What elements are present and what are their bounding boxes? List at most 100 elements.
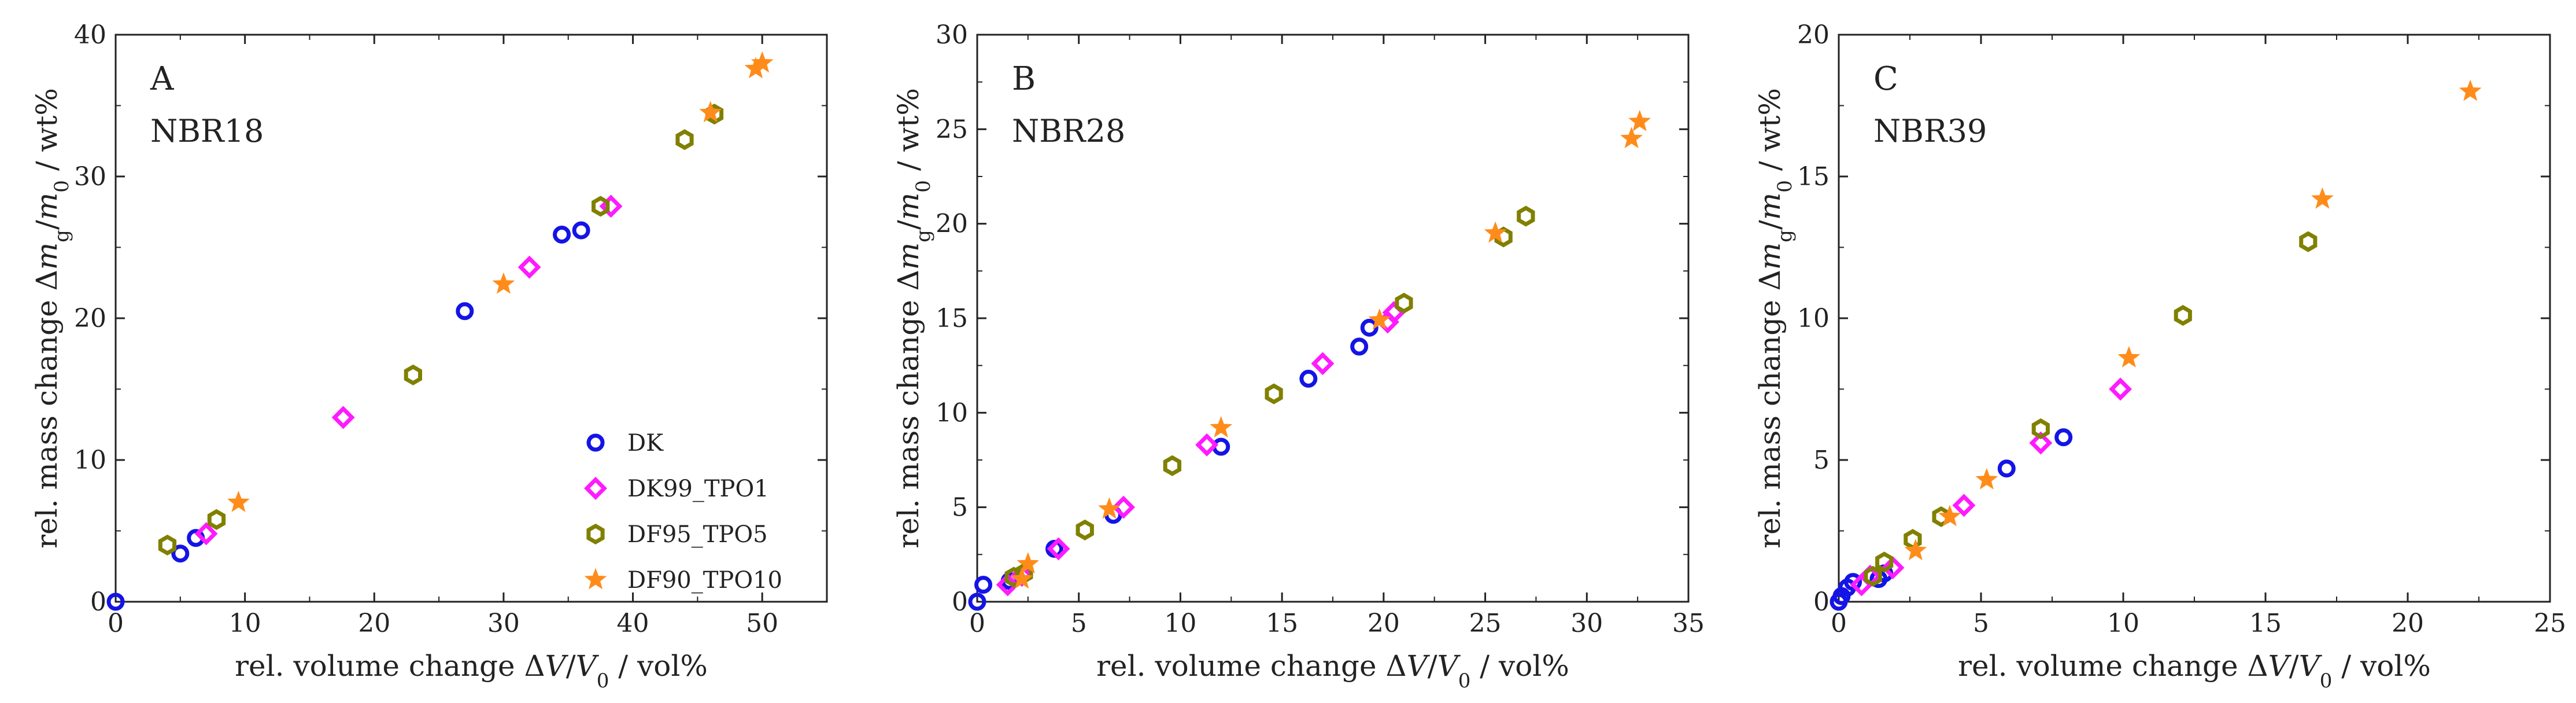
data-point xyxy=(2054,428,2073,447)
series-dk99-tpo1 xyxy=(194,194,623,546)
data-point xyxy=(572,221,590,240)
legend-marker xyxy=(584,568,607,590)
y-tick-label: 10 xyxy=(936,398,968,428)
x-tick-label: 10 xyxy=(1164,609,1196,638)
panel-title: NBR39 xyxy=(1873,113,1987,149)
y-tick-label: 20 xyxy=(74,304,106,333)
legend: DK DK99_TPO1 DF95_TPO5 DF90_TPO10 xyxy=(584,430,782,594)
y-tick-label: 40 xyxy=(74,20,106,50)
chart-panel-a: 0 10 20 30 40 50 0 10 20 30 40 rel. volume change Δ… xyxy=(30,20,828,693)
x-tick-label: 25 xyxy=(2534,609,2566,638)
data-point xyxy=(331,406,355,429)
data-point xyxy=(194,522,218,546)
data-point xyxy=(492,272,515,294)
x-tick-label: 50 xyxy=(746,609,778,638)
panel-letter: C xyxy=(1873,60,1898,98)
series-df95-tpo5 xyxy=(1864,231,2318,587)
y-tick-label: 5 xyxy=(1813,446,1830,475)
y-axis-label: rel. mass change Δmg/m0 / wt% xyxy=(30,88,73,549)
data-point xyxy=(599,194,623,218)
data-point xyxy=(1620,127,1643,149)
y-tick-label: 10 xyxy=(1797,304,1830,333)
data-point xyxy=(404,364,422,386)
y-tick-label: 30 xyxy=(936,20,968,50)
legend-label: DF95_TPO5 xyxy=(627,521,768,548)
series-df90-tpo10 xyxy=(227,51,774,513)
x-tick-label: 30 xyxy=(487,609,520,638)
legend-label: DK xyxy=(627,430,664,457)
data-point xyxy=(1311,352,1335,376)
series-df90-tpo10 xyxy=(1010,109,1651,589)
x-tick-label: 5 xyxy=(1071,609,1087,638)
series-df90-tpo10 xyxy=(1904,79,2482,561)
legend-label: DK99_TPO1 xyxy=(627,476,769,502)
data-point xyxy=(1952,494,1976,517)
data-point xyxy=(158,534,177,556)
panel-letter: A xyxy=(150,60,174,98)
x-tick-label: 0 xyxy=(108,609,124,638)
data-point xyxy=(227,491,250,513)
series-df95-tpo5 xyxy=(158,104,724,556)
x-axis-label: rel. volume change ΔV/V0 / vol% xyxy=(1958,649,2431,693)
x-tick-label: 5 xyxy=(1973,609,1989,638)
series-df95-tpo5 xyxy=(1004,205,1535,588)
x-axis-label: rel. volume change ΔV/V0 / vol% xyxy=(235,649,708,693)
data-point xyxy=(751,51,774,73)
x-tick-label: 15 xyxy=(1266,609,1298,638)
data-point xyxy=(1265,383,1283,404)
panel-letter: B xyxy=(1012,60,1036,98)
data-point xyxy=(1076,519,1094,540)
data-point xyxy=(1864,565,1882,587)
x-tick-label: 15 xyxy=(2249,609,2282,638)
data-point xyxy=(456,302,474,321)
data-point xyxy=(553,225,571,244)
y-axis-label: rel. mass change Δmg/m0 / wt% xyxy=(892,88,935,549)
data-point xyxy=(2031,418,2050,440)
data-point xyxy=(1047,537,1070,561)
x-tick-label: 20 xyxy=(1368,609,1400,638)
x-tick-label: 0 xyxy=(1831,609,1847,638)
data-point xyxy=(171,544,190,563)
y-tick-label: 0 xyxy=(90,587,106,617)
data-point xyxy=(1484,221,1507,243)
x-tick-label: 10 xyxy=(229,609,261,638)
y-tick-label: 25 xyxy=(936,115,968,144)
data-point xyxy=(1368,308,1391,330)
x-tick-label: 25 xyxy=(1469,609,1502,638)
x-tick-label: 20 xyxy=(2392,609,2424,638)
data-point xyxy=(2109,377,2133,401)
data-point xyxy=(1195,433,1219,457)
x-tick-label: 10 xyxy=(2107,609,2139,638)
data-point xyxy=(1975,468,1998,489)
data-point xyxy=(1210,416,1233,437)
y-tick-label: 20 xyxy=(936,209,968,239)
data-point xyxy=(2299,231,2318,252)
data-point xyxy=(996,573,1019,597)
y-tick-label: 15 xyxy=(936,304,968,333)
data-point xyxy=(2459,79,2482,101)
legend-marker xyxy=(586,433,605,452)
data-point xyxy=(1098,497,1121,519)
data-point xyxy=(2117,346,2141,368)
data-point xyxy=(1517,205,1535,227)
panel-title: NBR28 xyxy=(1012,113,1125,149)
data-point xyxy=(518,255,541,279)
data-point xyxy=(675,129,694,150)
data-point xyxy=(2029,431,2053,455)
data-point xyxy=(2174,305,2192,326)
legend-marker xyxy=(584,477,607,500)
y-tick-label: 30 xyxy=(74,162,106,192)
data-point xyxy=(1628,109,1651,131)
data-point xyxy=(1010,567,1033,589)
data-point xyxy=(1938,505,1961,527)
data-point xyxy=(1112,495,1135,519)
y-tick-label: 0 xyxy=(952,587,968,617)
data-point xyxy=(1904,539,1927,561)
y-tick-label: 10 xyxy=(74,446,106,475)
x-tick-label: 35 xyxy=(1672,609,1705,638)
data-point xyxy=(106,592,125,611)
x-tick-label: 20 xyxy=(358,609,390,638)
legend-marker xyxy=(586,523,605,545)
